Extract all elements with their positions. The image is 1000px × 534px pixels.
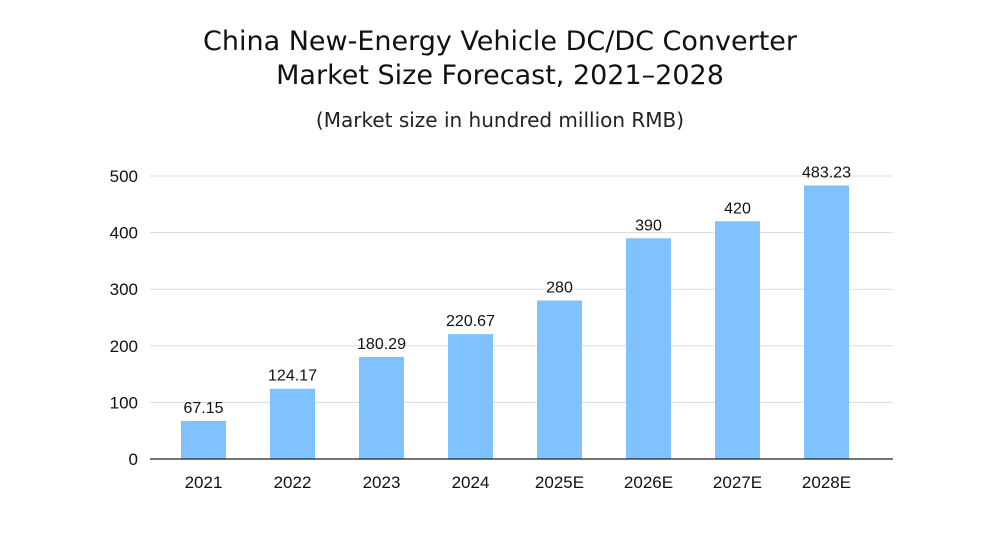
data-label: 280 [546, 280, 573, 297]
data-label: 220.67 [446, 313, 495, 330]
chart-title-line-1: China New-Energy Vehicle DC/DC Converter [202, 26, 798, 57]
data-label: 124.17 [268, 368, 317, 385]
x-tick-label: 2021 [185, 473, 223, 492]
chart-title-line-2: Market Size Forecast, 2021–2028 [276, 60, 724, 91]
x-tick-label: 2025E [535, 473, 584, 492]
y-tick-label: 0 [129, 450, 138, 469]
data-label: 483.23 [802, 164, 851, 181]
bar-2021 [181, 420, 226, 459]
x-tick-label: 2022 [274, 473, 312, 492]
chart-subtitle: (Market size in hundred million RMB) [315, 108, 685, 132]
x-tick-label: 2026E [624, 473, 673, 492]
bar-2026E [626, 238, 671, 459]
bar-2022 [270, 388, 315, 459]
data-label: 180.29 [357, 336, 406, 353]
data-label: 390 [635, 217, 662, 234]
x-tick-label: 2024 [452, 473, 490, 492]
bar-2027E [715, 221, 760, 459]
bar-2023 [359, 356, 404, 459]
x-tick-label: 2023 [363, 473, 401, 492]
x-tick-label: 2027E [713, 473, 762, 492]
bar-2024 [448, 334, 493, 459]
bar-2025E [537, 300, 582, 459]
data-label: 67.15 [183, 400, 223, 417]
y-tick-label: 200 [110, 337, 138, 356]
data-label: 420 [724, 200, 751, 217]
x-tick-label: 2028E [802, 473, 851, 492]
y-tick-label: 100 [110, 393, 138, 412]
bar-2028E [804, 185, 849, 459]
y-tick-label: 300 [110, 280, 138, 299]
y-tick-label: 400 [110, 224, 138, 243]
y-tick-label: 500 [110, 167, 138, 186]
